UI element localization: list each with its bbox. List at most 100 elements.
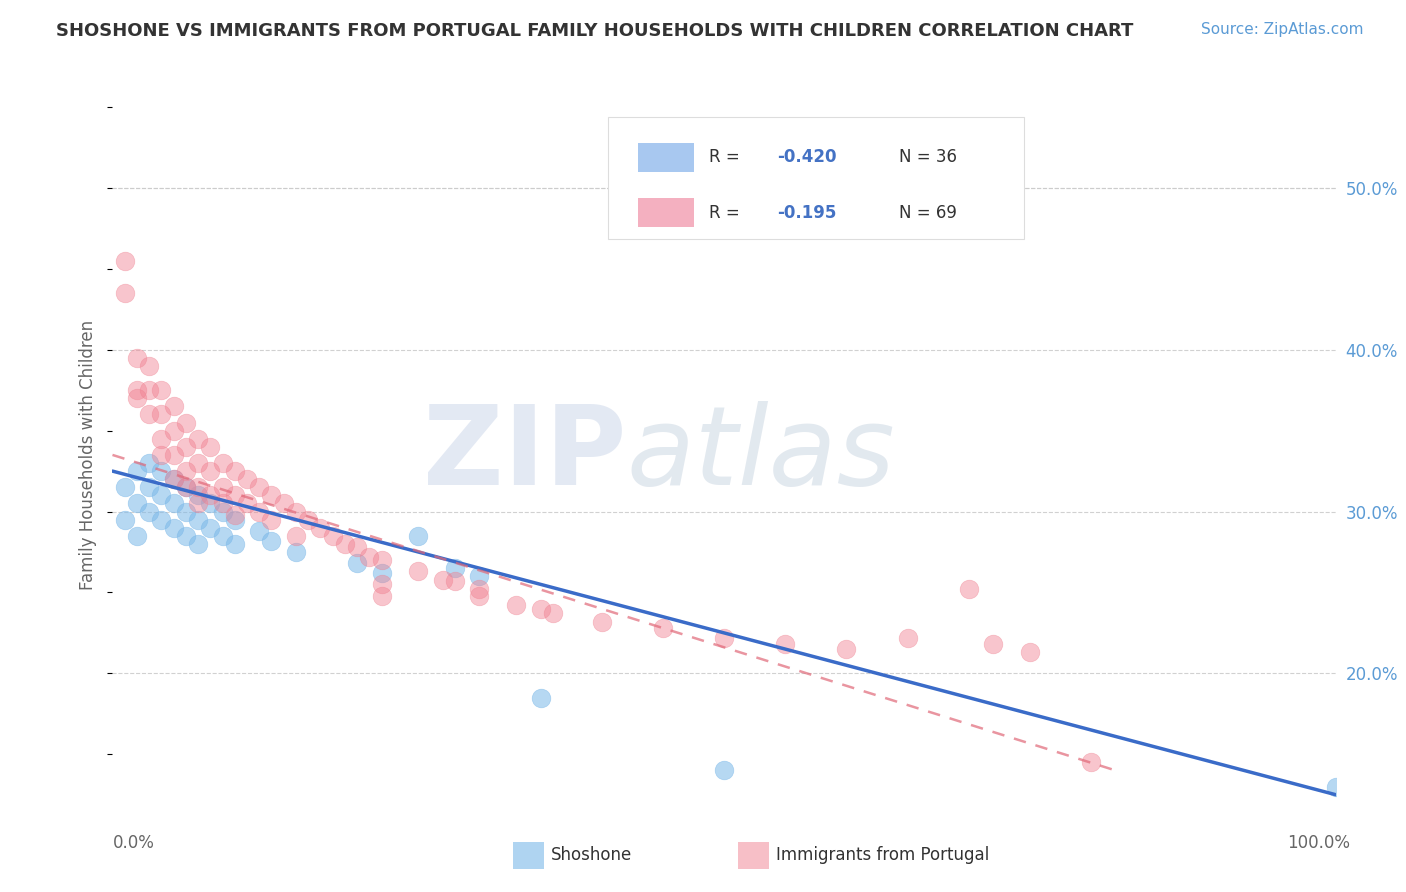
Point — [138, 408, 160, 422]
FancyBboxPatch shape — [607, 118, 1024, 239]
Point — [174, 464, 197, 478]
Point — [211, 480, 233, 494]
Text: Source: ZipAtlas.com: Source: ZipAtlas.com — [1201, 22, 1364, 37]
Text: 0.0%: 0.0% — [112, 834, 155, 852]
Point — [284, 504, 308, 518]
Point — [150, 408, 173, 422]
Point — [125, 529, 148, 543]
Point — [174, 504, 197, 518]
Point — [150, 513, 173, 527]
Point — [174, 440, 197, 454]
Point — [284, 545, 308, 559]
Text: atlas: atlas — [626, 401, 894, 508]
Point — [187, 537, 209, 551]
Point — [211, 504, 233, 518]
Point — [224, 464, 246, 478]
Point — [370, 577, 392, 591]
Point — [505, 599, 527, 613]
Point — [322, 529, 344, 543]
Point — [163, 448, 186, 462]
Point — [187, 456, 209, 470]
Point — [408, 565, 430, 579]
Point — [187, 432, 209, 446]
Point — [236, 472, 259, 486]
Point — [260, 513, 283, 527]
Text: 100.0%: 100.0% — [1286, 834, 1350, 852]
Point — [652, 621, 675, 635]
Point — [200, 464, 222, 478]
Point — [370, 566, 392, 580]
Point — [174, 480, 197, 494]
Point — [1018, 645, 1040, 659]
Point — [224, 537, 246, 551]
Point — [125, 383, 148, 397]
Point — [150, 488, 173, 502]
Point — [957, 582, 980, 597]
Point — [114, 513, 136, 527]
Point — [370, 553, 392, 567]
Point — [468, 569, 491, 583]
Point — [200, 488, 222, 502]
Point — [125, 496, 148, 510]
Point — [187, 513, 209, 527]
Point — [224, 488, 246, 502]
Text: R =: R = — [710, 203, 745, 222]
Point — [260, 488, 283, 502]
Point — [211, 529, 233, 543]
Text: N = 69: N = 69 — [898, 203, 957, 222]
Point — [713, 631, 735, 645]
Point — [211, 456, 233, 470]
Point — [541, 607, 564, 621]
Text: SHOSHONE VS IMMIGRANTS FROM PORTUGAL FAMILY HOUSEHOLDS WITH CHILDREN CORRELATION: SHOSHONE VS IMMIGRANTS FROM PORTUGAL FAM… — [56, 22, 1133, 40]
Point — [138, 480, 160, 494]
Point — [444, 561, 467, 575]
Point — [163, 521, 186, 535]
Text: -0.420: -0.420 — [776, 148, 837, 166]
Point — [150, 464, 173, 478]
Point — [1324, 780, 1347, 794]
Point — [150, 432, 173, 446]
Point — [260, 533, 283, 548]
Point — [174, 480, 197, 494]
Point — [359, 549, 381, 564]
Point — [309, 521, 332, 535]
Point — [138, 504, 160, 518]
Point — [247, 480, 270, 494]
Point — [1080, 756, 1102, 770]
Point — [273, 496, 295, 510]
Point — [468, 582, 491, 597]
Point — [247, 524, 270, 538]
Point — [333, 537, 356, 551]
Text: -0.195: -0.195 — [776, 203, 837, 222]
FancyBboxPatch shape — [638, 143, 693, 172]
Text: N = 36: N = 36 — [898, 148, 957, 166]
Text: ZIP: ZIP — [423, 401, 626, 508]
Point — [444, 574, 467, 588]
Point — [114, 286, 136, 301]
Point — [408, 529, 430, 543]
Point — [297, 513, 319, 527]
Point — [713, 764, 735, 778]
Point — [125, 351, 148, 365]
Point — [138, 359, 160, 373]
Point — [211, 496, 233, 510]
Point — [138, 456, 160, 470]
Point — [200, 440, 222, 454]
Point — [224, 513, 246, 527]
Point — [163, 496, 186, 510]
Point — [125, 392, 148, 406]
Point — [346, 557, 368, 571]
Point — [370, 589, 392, 603]
Point — [114, 253, 136, 268]
Text: Immigrants from Portugal: Immigrants from Portugal — [776, 847, 990, 864]
Point — [163, 424, 186, 438]
Y-axis label: Family Households with Children: Family Households with Children — [79, 320, 97, 590]
Point — [200, 496, 222, 510]
Point — [150, 448, 173, 462]
Point — [125, 464, 148, 478]
Point — [163, 472, 186, 486]
Point — [981, 637, 1004, 651]
Text: R =: R = — [710, 148, 745, 166]
Text: Shoshone: Shoshone — [551, 847, 633, 864]
Point — [775, 637, 797, 651]
